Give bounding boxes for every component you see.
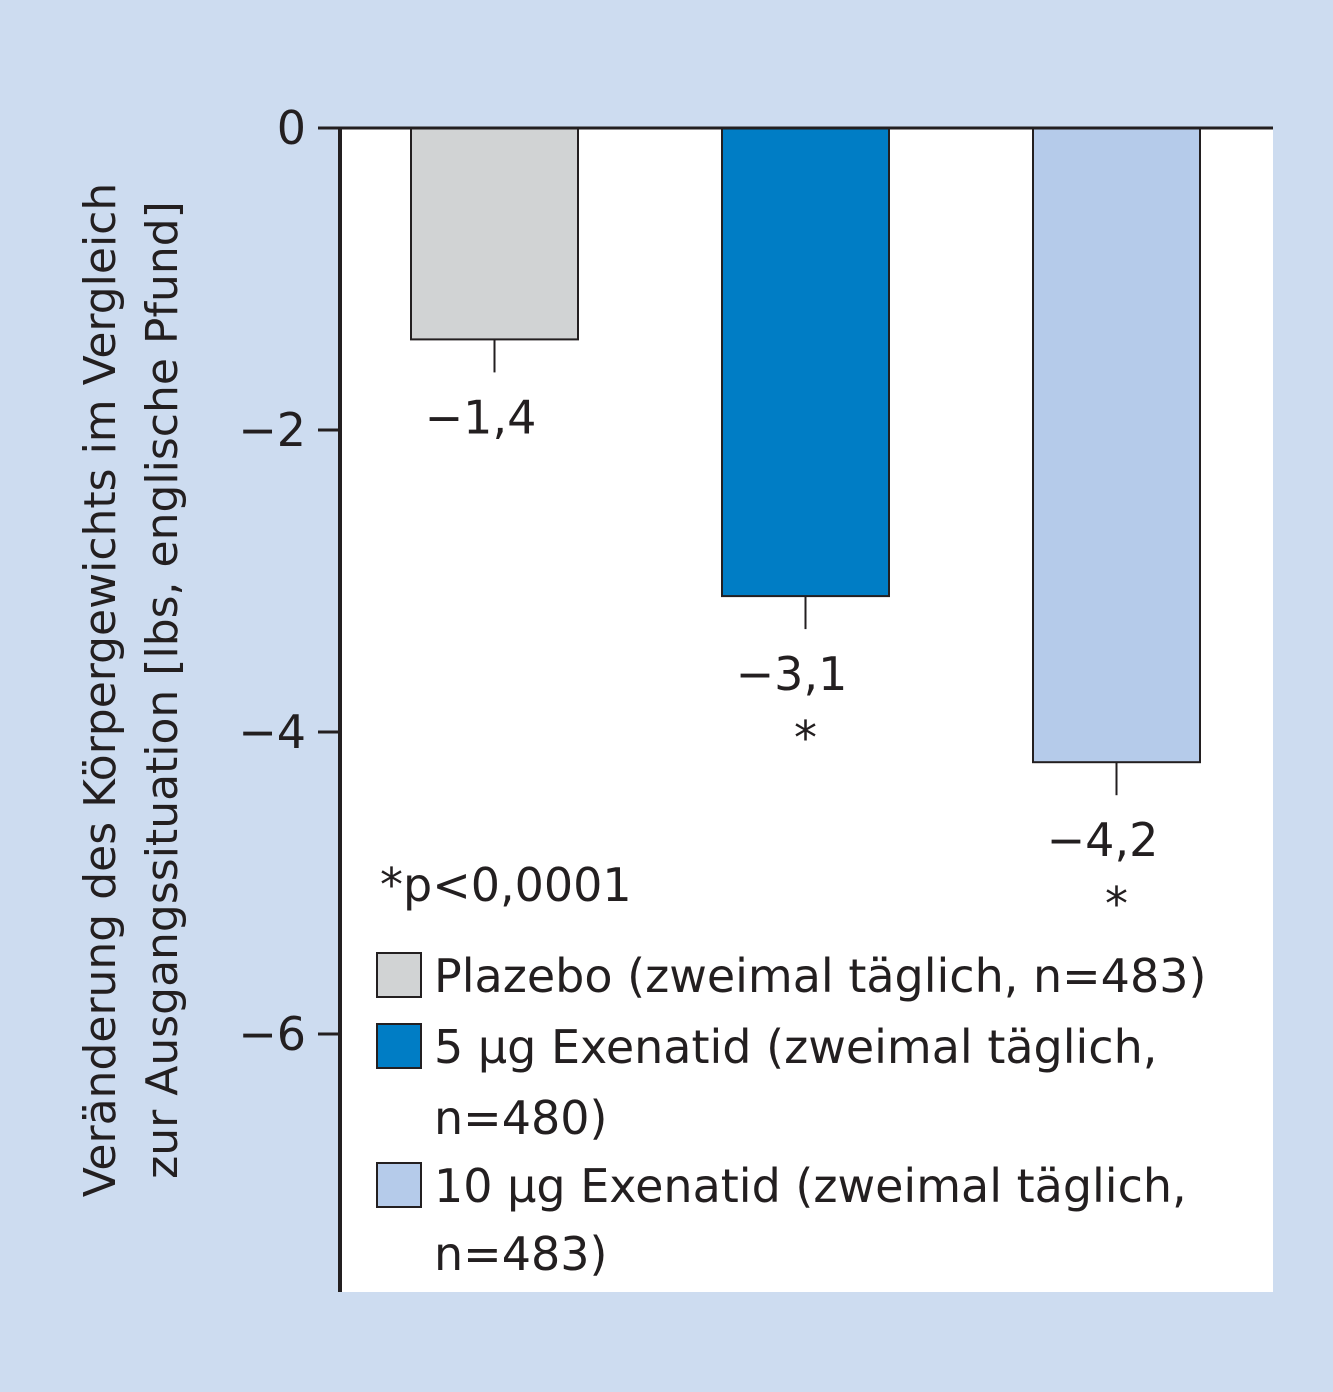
legend: *p<0,0001 Plazebo (zweimal täglich, n=483…	[376, 858, 1206, 1281]
significance-mark-2: *	[794, 711, 817, 765]
legend-label-2-line-1: 5 µg Exenatid (zweimal täglich,	[434, 1020, 1157, 1074]
value-label-2: −3,1	[736, 647, 848, 701]
bar-3	[1032, 127, 1201, 764]
y-tick-label-1: −2	[238, 403, 306, 457]
y-tick-label-0: 0	[277, 101, 306, 155]
bar-2	[721, 127, 890, 598]
legend-label-2-line-2: n=480)	[434, 1091, 607, 1145]
y-tick-label-2: −4	[238, 705, 306, 759]
axes-layer: 0 −2 −4 −6 Veränderung des Körpergewichts im…	[75, 101, 1273, 1292]
legend-label-1-line-1: Plazebo (zweimal täglich, n=483)	[434, 949, 1206, 1003]
y-axis-label-line-2: zur Ausgangssituation [lbs, englische Pf…	[137, 201, 188, 1179]
bar-1	[410, 127, 579, 341]
labels-layer: −1,4 −3,1 * −4,2 *	[425, 390, 1159, 931]
legend-swatch-3	[376, 1162, 422, 1208]
legend-swatch-1	[376, 952, 422, 998]
significance-note: *p<0,0001	[380, 858, 632, 912]
significance-mark-3: *	[1105, 877, 1128, 931]
bars-layer	[410, 127, 1201, 796]
legend-swatch-2	[376, 1023, 422, 1069]
y-axis-label-line-1: Veränderung des Körpergewichts im Vergle…	[75, 183, 126, 1198]
y-tick-label-3: −6	[238, 1007, 306, 1061]
legend-label-3-line-2: n=483)	[434, 1227, 607, 1281]
y-axis-label: Veränderung des Körpergewichts im Vergle…	[75, 183, 188, 1198]
value-label-3: −4,2	[1047, 813, 1159, 867]
value-label-1: −1,4	[425, 390, 537, 444]
legend-label-3-line-1: 10 µg Exenatid (zweimal täglich,	[434, 1159, 1187, 1213]
